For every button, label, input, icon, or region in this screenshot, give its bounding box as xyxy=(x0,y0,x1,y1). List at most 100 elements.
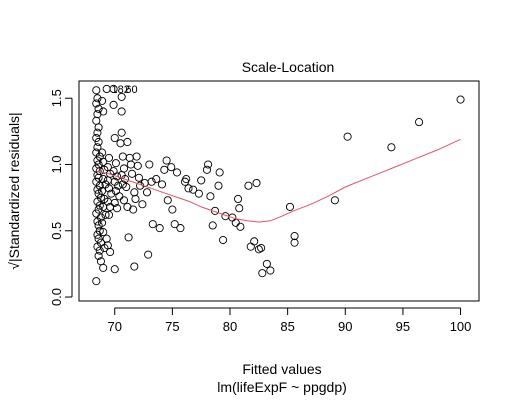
data-point xyxy=(162,156,171,165)
data-point xyxy=(456,95,465,104)
data-point xyxy=(219,235,228,245)
data-point xyxy=(93,217,102,226)
data-point xyxy=(231,218,240,227)
data-point xyxy=(176,224,185,233)
data-point xyxy=(106,247,115,257)
data-point xyxy=(157,180,167,189)
data-point xyxy=(155,224,164,233)
data-point xyxy=(98,148,107,157)
data-point xyxy=(117,128,126,137)
data-point xyxy=(92,116,101,125)
data-point xyxy=(94,123,103,132)
data-point xyxy=(142,188,152,197)
data-point xyxy=(107,189,116,198)
data-point xyxy=(93,156,102,165)
data-point xyxy=(214,181,223,190)
data-point xyxy=(92,86,101,95)
data-point xyxy=(119,164,129,173)
data-point xyxy=(118,152,127,161)
data-point xyxy=(94,173,103,182)
data-point xyxy=(104,153,114,162)
data-points xyxy=(92,84,465,286)
data-point xyxy=(116,139,125,148)
data-point xyxy=(112,204,122,213)
data-point xyxy=(147,177,156,186)
data-point xyxy=(115,192,124,201)
data-point xyxy=(95,246,104,255)
data-point xyxy=(126,160,135,169)
data-point xyxy=(132,152,141,161)
data-point xyxy=(208,221,217,230)
data-point xyxy=(109,84,118,94)
x-tick-label: 95 xyxy=(396,319,410,334)
plot-frame xyxy=(78,80,480,302)
data-point xyxy=(131,194,140,204)
data-point xyxy=(94,205,103,214)
data-point xyxy=(119,196,129,205)
data-point xyxy=(104,210,114,219)
data-point xyxy=(290,232,299,241)
data-point xyxy=(148,220,157,229)
data-point xyxy=(204,160,213,169)
data-point xyxy=(206,192,215,201)
data-point xyxy=(290,238,299,247)
data-point xyxy=(102,84,111,94)
data-point xyxy=(129,205,138,214)
chart-title: Scale-Location xyxy=(242,59,335,75)
data-point xyxy=(101,210,110,219)
data-point xyxy=(235,204,244,213)
data-point xyxy=(93,94,102,103)
x-tick-label: 70 xyxy=(108,319,122,334)
data-point xyxy=(234,194,243,204)
data-point xyxy=(163,196,172,205)
data-point xyxy=(104,184,114,193)
data-point xyxy=(109,100,118,109)
data-point xyxy=(189,185,198,194)
data-point xyxy=(215,168,224,177)
y-tick-label: 1.5 xyxy=(49,89,64,107)
data-point xyxy=(114,181,123,190)
data-point xyxy=(99,263,108,272)
data-point xyxy=(121,175,130,184)
data-point xyxy=(117,92,126,101)
data-point xyxy=(95,226,104,235)
data-point xyxy=(93,143,102,152)
y-axis-label: √|Standardized residuals| xyxy=(6,112,22,269)
data-point xyxy=(152,175,161,184)
data-point xyxy=(415,118,424,127)
data-point xyxy=(99,175,108,184)
data-point xyxy=(144,250,153,259)
data-point xyxy=(133,161,142,170)
data-point xyxy=(134,173,143,182)
data-point xyxy=(124,233,133,242)
data-point xyxy=(138,200,147,209)
x-tick-label: 90 xyxy=(338,319,352,334)
data-point xyxy=(94,234,103,243)
data-point xyxy=(117,107,126,116)
point-label: 182 xyxy=(112,84,130,96)
data-point xyxy=(93,197,102,206)
x-tick-label: 100 xyxy=(450,319,472,334)
data-point xyxy=(167,163,176,172)
data-point xyxy=(125,153,134,162)
data-point xyxy=(172,168,182,177)
data-point xyxy=(110,198,119,207)
data-point xyxy=(246,242,255,251)
data-point xyxy=(244,181,253,190)
data-point xyxy=(102,234,111,243)
data-point xyxy=(98,218,107,227)
data-point xyxy=(257,243,266,253)
data-point xyxy=(184,184,193,193)
data-point xyxy=(122,182,131,192)
data-point xyxy=(111,159,120,168)
chart-subtitle: lm(lifeExpF ~ ppgdp) xyxy=(217,379,347,395)
data-point xyxy=(168,205,177,214)
data-point xyxy=(252,178,261,188)
data-point xyxy=(110,265,119,274)
smoother-line xyxy=(96,138,461,223)
data-point xyxy=(99,107,108,116)
data-point xyxy=(236,222,245,231)
data-point xyxy=(93,128,102,137)
data-point xyxy=(94,137,103,147)
